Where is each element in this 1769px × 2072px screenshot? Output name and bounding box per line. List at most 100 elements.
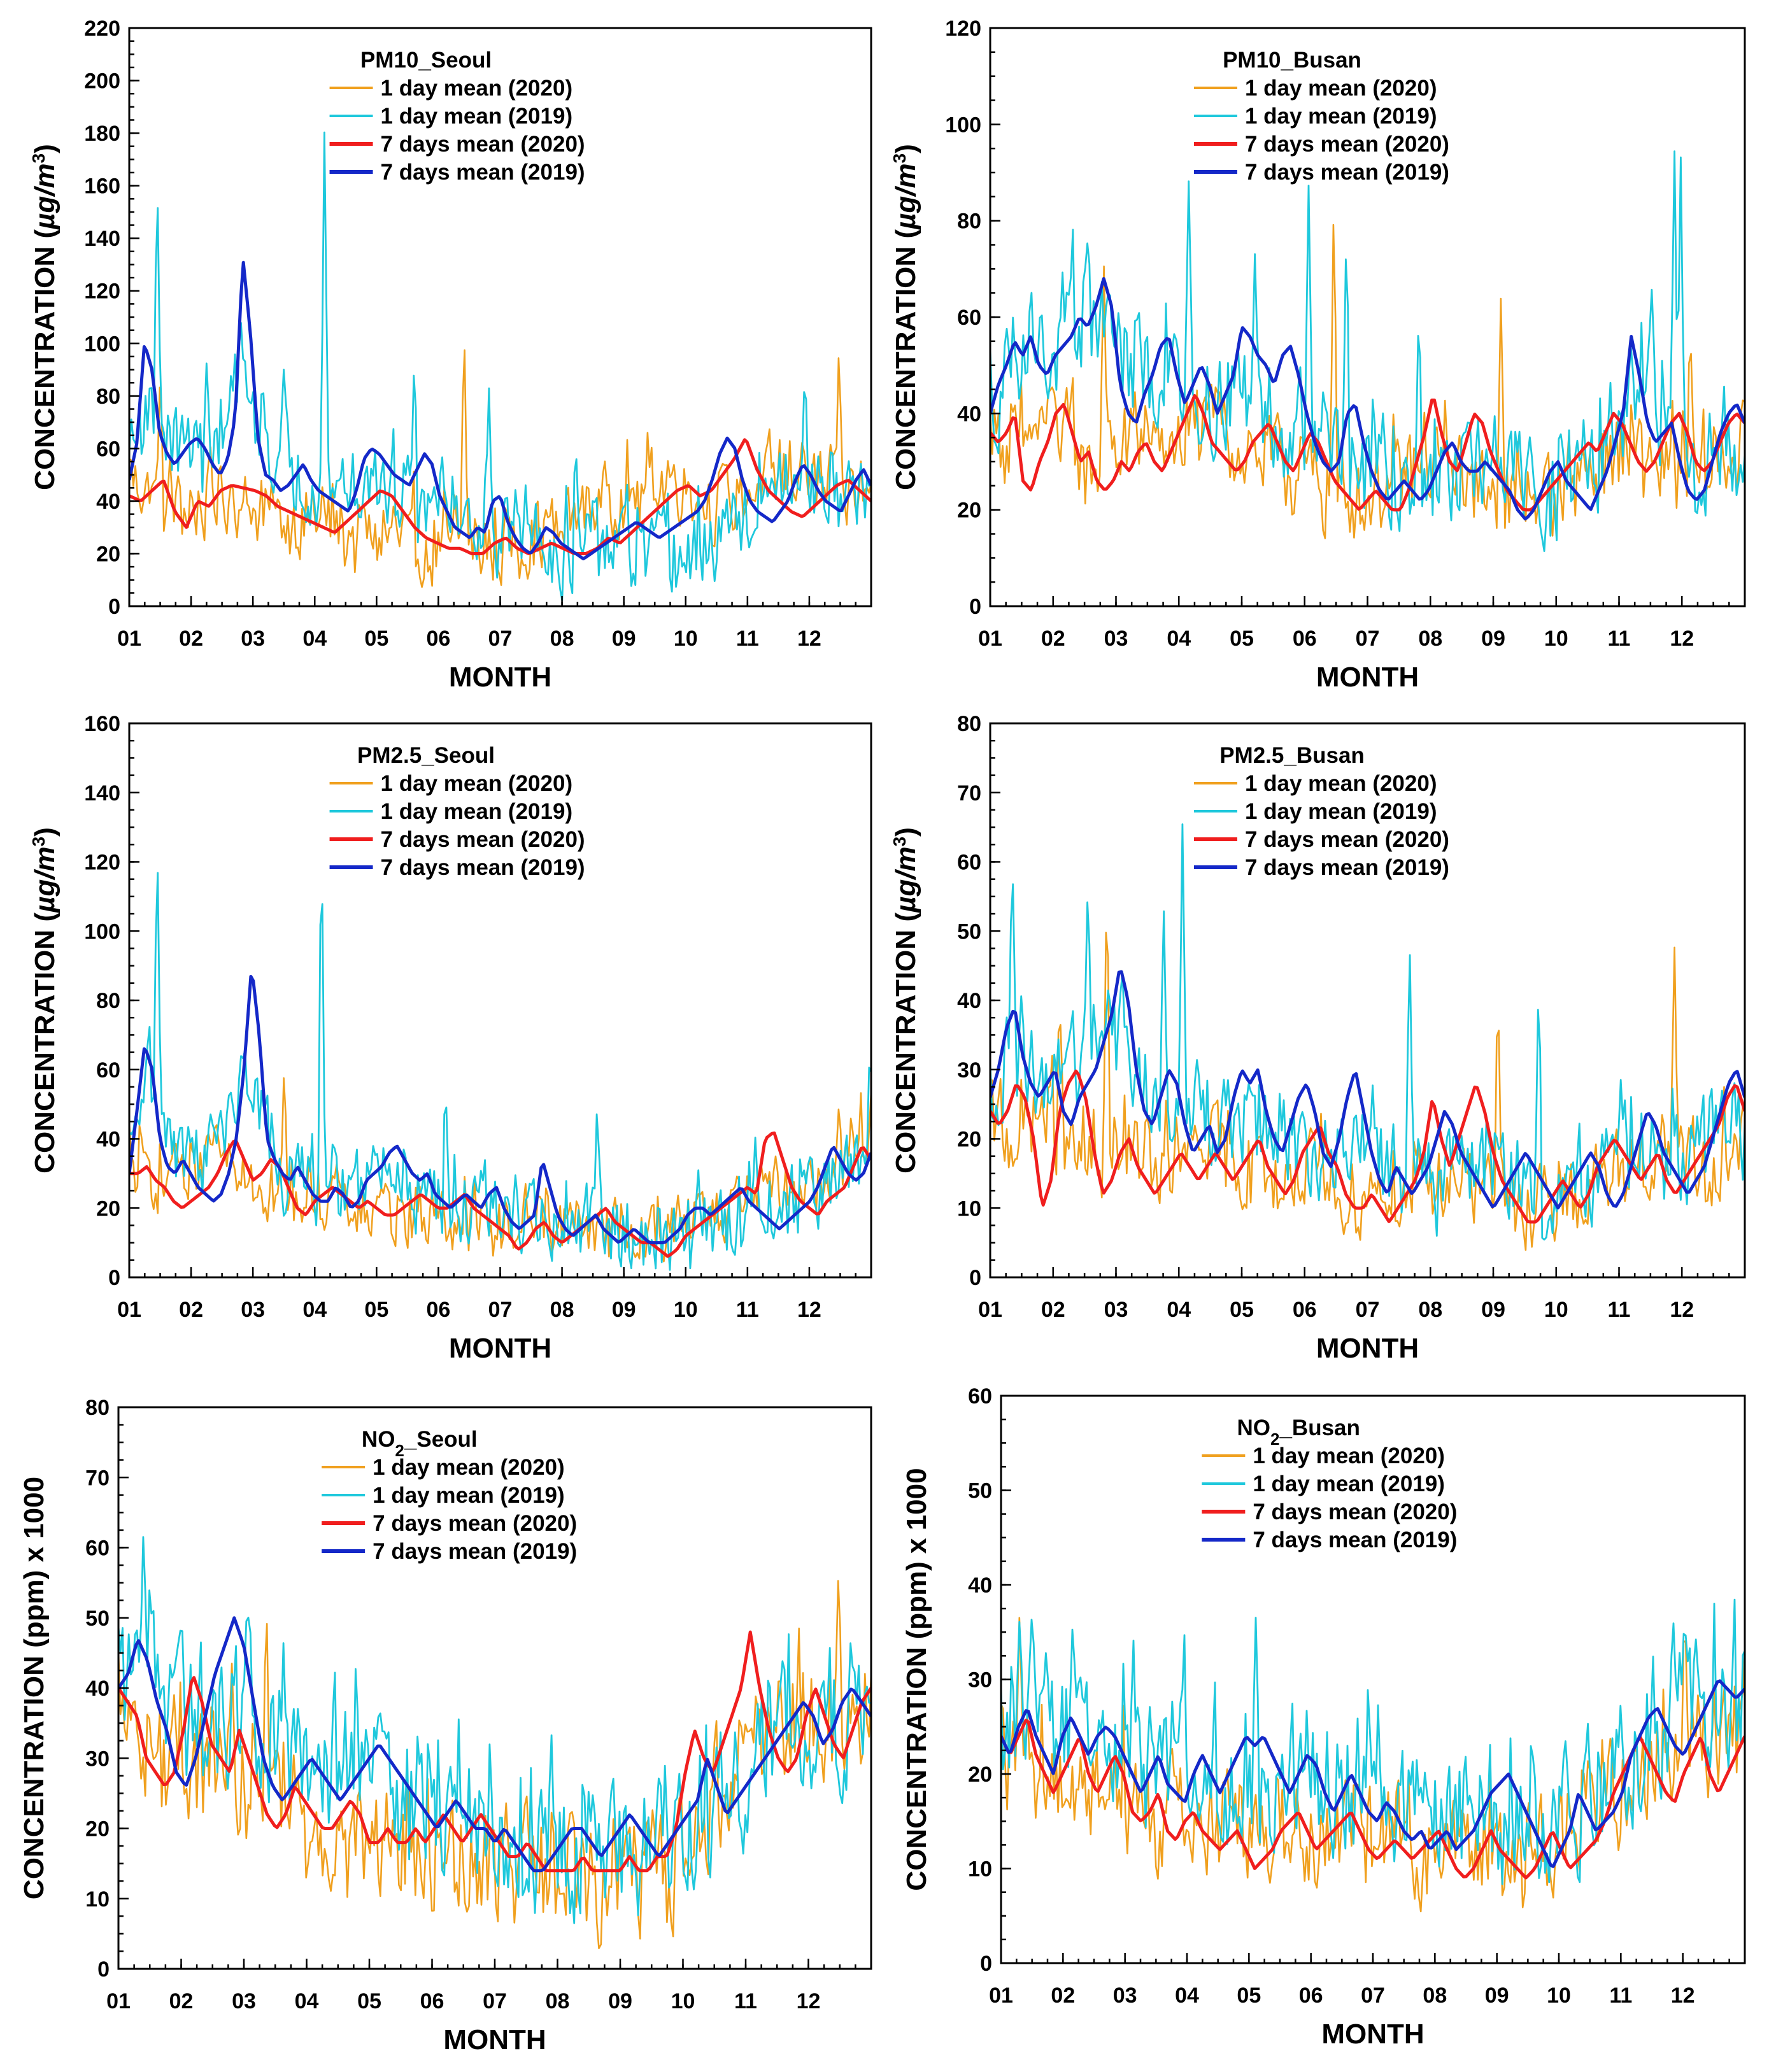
chart-title: NO2_Seoul <box>362 1427 478 1460</box>
y-tick-label: 200 <box>84 69 120 94</box>
legend-entry: 1 day mean (2019) <box>373 1483 565 1508</box>
y-tick-label: 40 <box>957 989 981 1013</box>
y-tick-label: 80 <box>957 712 981 736</box>
x-tick-label: 07 <box>1356 1298 1380 1322</box>
y-tick-label: 30 <box>85 1747 110 1771</box>
legend-entry: 1 day mean (2019) <box>381 799 573 824</box>
x-tick-label: 03 <box>1113 1983 1137 2008</box>
x-tick-label: 12 <box>1670 627 1694 651</box>
legend-entry: 1 day mean (2019) <box>1245 104 1437 129</box>
y-tick-label: 220 <box>84 17 120 41</box>
legend: 1 day mean (2020) 1 day mean (2019) 7 days… <box>322 1455 577 1564</box>
plot-area <box>129 872 871 1271</box>
series-line-2 <box>990 150 1745 552</box>
x-axis-label: MONTH <box>443 2024 546 2055</box>
series-line-2 <box>129 131 871 602</box>
legend-entry: 7 days mean (2019) <box>1245 160 1449 185</box>
x-tick-label: 05 <box>357 1989 381 2013</box>
series-line-4 <box>129 975 871 1245</box>
series-line-4 <box>1001 1679 1745 1868</box>
series-line-3 <box>1001 1719 1745 1880</box>
legend-entry: 7 days mean (2020) <box>373 1511 577 1536</box>
chart-title: PM10_Seoul <box>360 48 492 73</box>
x-tick-label: 11 <box>734 1989 757 2013</box>
y-tick-label: 50 <box>957 919 981 944</box>
x-tick-label: 12 <box>797 1298 821 1322</box>
y-axis-label: CONCENTRATION (ppm) x 1000 <box>901 1468 932 1891</box>
legend-entry: 7 days mean (2020) <box>1245 132 1449 157</box>
y-axis-label: CONCENTRATION (ppm) x 1000 <box>18 1477 50 1899</box>
y-tick-label: 10 <box>85 1887 110 1912</box>
x-tick-label: 08 <box>546 1989 570 2013</box>
series-line-1 <box>129 1077 871 1263</box>
x-tick-label: 07 <box>488 627 513 651</box>
x-tick-label: 02 <box>179 627 203 651</box>
y-axis-label: CONCENTRATION (µg/m3) <box>29 144 61 490</box>
x-tick-label: 08 <box>1418 627 1442 651</box>
legend-entry: 1 day mean (2019) <box>381 104 573 129</box>
y-tick-label: 70 <box>85 1466 110 1490</box>
x-tick-label: 11 <box>736 627 759 651</box>
series-line-3 <box>118 1630 871 1873</box>
legend-entry: 7 days mean (2019) <box>381 160 585 185</box>
y-tick-label: 20 <box>85 1817 110 1841</box>
y-tick-label: 60 <box>96 1058 120 1082</box>
series-line-2 <box>990 823 1745 1241</box>
legend-entry: 7 days mean (2020) <box>1245 827 1449 852</box>
legend-entry: 7 days mean (2020) <box>1253 1500 1457 1524</box>
x-tick-label: 09 <box>608 1989 632 2013</box>
legend-entry: 1 day mean (2020) <box>381 771 573 796</box>
x-tick-label: 10 <box>1544 1298 1568 1322</box>
y-axis-label: CONCENTRATION (µg/m3) <box>890 144 922 490</box>
y-tick-label: 60 <box>968 1384 992 1409</box>
y-tick-label: 60 <box>96 437 120 461</box>
x-tick-label: 02 <box>1051 1983 1075 2008</box>
series-line-1 <box>129 349 871 588</box>
y-tick-label: 60 <box>85 1536 110 1561</box>
y-tick-label: 40 <box>968 1573 992 1598</box>
x-tick-label: 11 <box>736 1298 759 1322</box>
x-tick-label: 12 <box>1670 1298 1694 1322</box>
x-tick-label: 12 <box>797 1989 821 2013</box>
y-tick-label: 100 <box>84 919 120 944</box>
x-tick-label: 07 <box>1361 1983 1385 2008</box>
y-tick-label: 20 <box>957 1128 981 1152</box>
y-tick-label: 20 <box>96 1196 120 1221</box>
x-tick-label: 10 <box>1544 627 1568 651</box>
chart-panel-1: 0 20 40 60 80 100 120 140 160 180 200 220 01 02 03 04 05… <box>29 17 872 693</box>
y-tick-label: 20 <box>968 1763 992 1787</box>
x-tick-label: 03 <box>241 627 265 651</box>
chart-panel-4: 0 10 20 30 40 50 60 70 80 01 02 03 04 05 06 07 08 09 10 11 1… <box>890 712 1746 1364</box>
chart-panel-5: 0 10 20 30 40 50 60 70 80 01 02 03 04 05 06 07 08 09 10 11 1… <box>18 1396 872 2055</box>
x-tick-label: 08 <box>550 627 574 651</box>
x-tick-label: 01 <box>117 627 141 651</box>
chart-title: PM2.5_Busan <box>1219 743 1365 768</box>
x-tick-label: 01 <box>117 1298 141 1322</box>
y-tick-label: 0 <box>969 595 981 619</box>
y-tick-label: 10 <box>957 1196 981 1221</box>
legend-entry: 7 days mean (2019) <box>1253 1528 1457 1552</box>
y-axis-label: CONCENTRATION (µg/m3) <box>890 827 922 1174</box>
x-tick-label: 06 <box>1299 1983 1323 2008</box>
y-tick-label: 50 <box>85 1607 110 1631</box>
x-tick-label: 07 <box>488 1298 513 1322</box>
legend-entry: 7 days mean (2019) <box>381 855 585 880</box>
series-line-4 <box>990 970 1745 1210</box>
x-tick-label: 09 <box>612 1298 636 1322</box>
series-line-3 <box>129 1132 871 1258</box>
y-tick-label: 120 <box>945 17 981 41</box>
x-tick-label: 01 <box>978 1298 1002 1322</box>
x-axis-label: MONTH <box>449 662 551 693</box>
x-tick-label: 11 <box>1608 627 1631 651</box>
chart-panel-6: 0 10 20 30 40 50 60 01 02 03 04 05 06 07 08 09 10 11 12 MON… <box>901 1384 1746 2050</box>
x-tick-label: 04 <box>295 1989 319 2013</box>
plot-area <box>118 1536 871 1950</box>
x-tick-label: 02 <box>1041 1298 1065 1322</box>
x-tick-label: 10 <box>674 1298 698 1322</box>
series-line-4 <box>990 277 1745 521</box>
y-tick-label: 20 <box>96 542 120 566</box>
x-tick-label: 07 <box>1356 627 1380 651</box>
y-tick-label: 80 <box>96 385 120 409</box>
x-tick-label: 09 <box>1485 1983 1509 2008</box>
